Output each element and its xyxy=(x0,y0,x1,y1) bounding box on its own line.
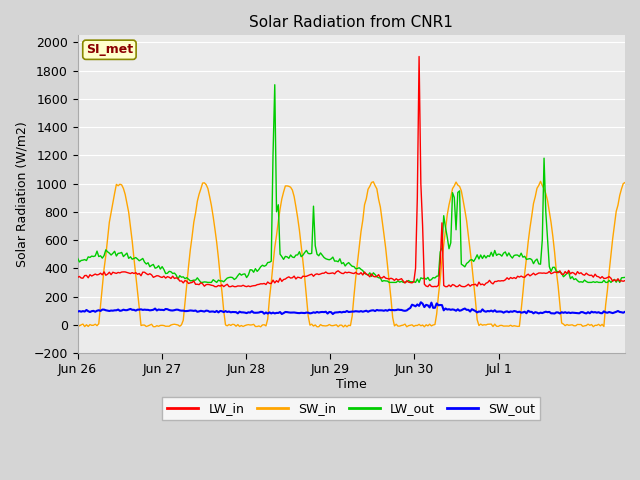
LW_in xyxy=(422,283,430,289)
LW_in xyxy=(285,274,292,280)
SW_out xyxy=(417,300,425,305)
Title: Solar Radiation from CNR1: Solar Radiation from CNR1 xyxy=(250,15,453,30)
Y-axis label: Solar Radiation (W/m2): Solar Radiation (W/m2) xyxy=(15,121,28,267)
SW_out xyxy=(329,311,337,317)
LW_out xyxy=(422,276,430,282)
SW_out xyxy=(284,309,291,315)
SW_in xyxy=(371,183,379,189)
Text: SI_met: SI_met xyxy=(86,43,133,56)
SW_in xyxy=(104,236,111,241)
SW_in xyxy=(420,324,428,330)
LW_in xyxy=(621,278,629,284)
Line: LW_in: LW_in xyxy=(77,57,625,287)
LW_in xyxy=(415,54,423,60)
SW_in xyxy=(340,324,348,330)
X-axis label: Time: Time xyxy=(336,378,367,391)
LW_in xyxy=(74,275,81,280)
LW_out xyxy=(271,82,278,88)
Legend: LW_in, SW_in, LW_out, SW_out: LW_in, SW_in, LW_out, SW_out xyxy=(162,397,540,420)
LW_in xyxy=(371,274,379,280)
LW_in xyxy=(207,282,215,288)
Line: SW_in: SW_in xyxy=(77,181,625,327)
LW_out xyxy=(104,249,111,255)
SW_out xyxy=(422,302,430,308)
SW_in xyxy=(537,179,545,184)
LW_out xyxy=(373,274,381,280)
SW_out xyxy=(206,309,214,315)
SW_in xyxy=(284,183,291,189)
SW_in xyxy=(207,203,215,208)
SW_in xyxy=(621,180,629,185)
SW_out xyxy=(621,309,629,315)
Line: SW_out: SW_out xyxy=(77,302,625,314)
LW_out xyxy=(74,255,81,261)
LW_out xyxy=(197,279,205,285)
SW_out xyxy=(207,309,215,314)
LW_out xyxy=(287,252,294,258)
LW_out xyxy=(621,275,629,280)
SW_in xyxy=(206,194,214,200)
LW_out xyxy=(209,277,217,283)
LW_out xyxy=(207,279,215,285)
SW_out xyxy=(371,308,379,314)
SW_out xyxy=(104,308,111,313)
LW_in xyxy=(104,271,111,277)
SW_out xyxy=(74,309,81,314)
LW_in xyxy=(211,284,219,289)
Line: LW_out: LW_out xyxy=(77,85,625,282)
SW_in xyxy=(74,321,81,327)
LW_in xyxy=(206,282,214,288)
